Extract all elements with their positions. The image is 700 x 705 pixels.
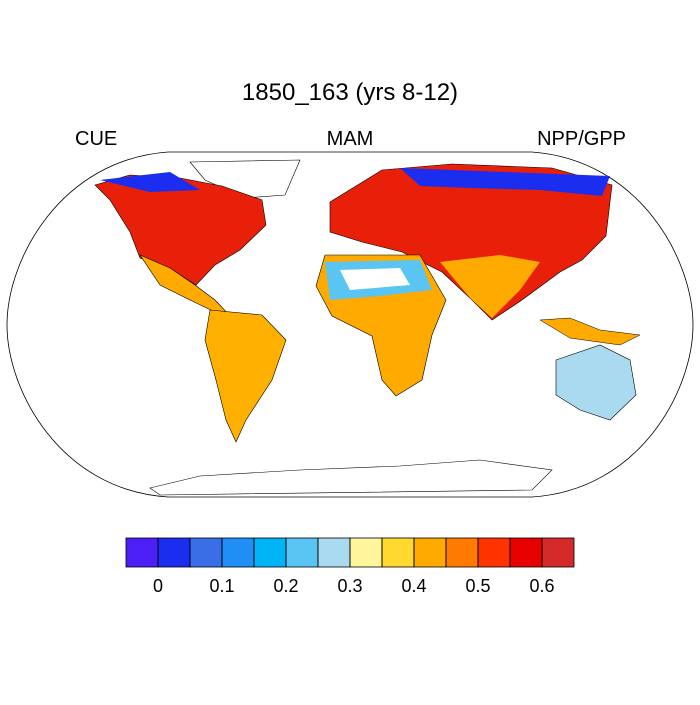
- colorbar-box: [509, 537, 543, 568]
- colorbar-box: [349, 537, 383, 568]
- colorbar-box: [317, 537, 351, 568]
- australia: [555, 344, 637, 421]
- colorbar-tick-label: 0.5: [465, 576, 490, 596]
- greenland: [189, 159, 301, 199]
- colorbar-box: [445, 537, 479, 568]
- colorbar-box: [413, 537, 447, 568]
- map: [6, 151, 694, 498]
- south-america: [204, 309, 287, 443]
- arctic-canada: [100, 172, 200, 192]
- north-america: [94, 174, 267, 286]
- colorbar-box: [157, 537, 191, 568]
- colorbar-box: [477, 537, 511, 568]
- colorbar-box: [541, 537, 575, 568]
- siberia: [400, 168, 610, 196]
- colorbar-box: [189, 537, 223, 568]
- colorbar-tick-label: 0.6: [529, 576, 554, 596]
- colorbar-box: [253, 537, 287, 568]
- title: 1850_163 (yrs 8-12): [242, 79, 458, 106]
- south-asia: [440, 255, 540, 318]
- eurasia: [329, 163, 613, 321]
- sahara-empty: [340, 268, 410, 290]
- indonesia: [539, 317, 641, 346]
- colorbar-tick-label: 0.1: [209, 576, 234, 596]
- colorbar-box: [125, 537, 159, 568]
- right-label: NPP/GPP: [537, 128, 626, 150]
- colorbar-tick-label: 0: [153, 576, 163, 596]
- antarctica: [149, 459, 553, 496]
- colorbar-tick-label: 0.4: [401, 576, 426, 596]
- colorbar-box: [285, 537, 319, 568]
- center-label: MAM: [327, 128, 374, 150]
- colorbar-tick-label: 0.3: [337, 576, 362, 596]
- left-label: CUE: [75, 128, 117, 150]
- colorbar-box: [381, 537, 415, 568]
- colorbar: 0 0.1 0.2 0.3 0.4 0.5 0.6: [125, 537, 575, 596]
- colorbar-box: [221, 537, 255, 568]
- colorbar-tick-label: 0.2: [273, 576, 298, 596]
